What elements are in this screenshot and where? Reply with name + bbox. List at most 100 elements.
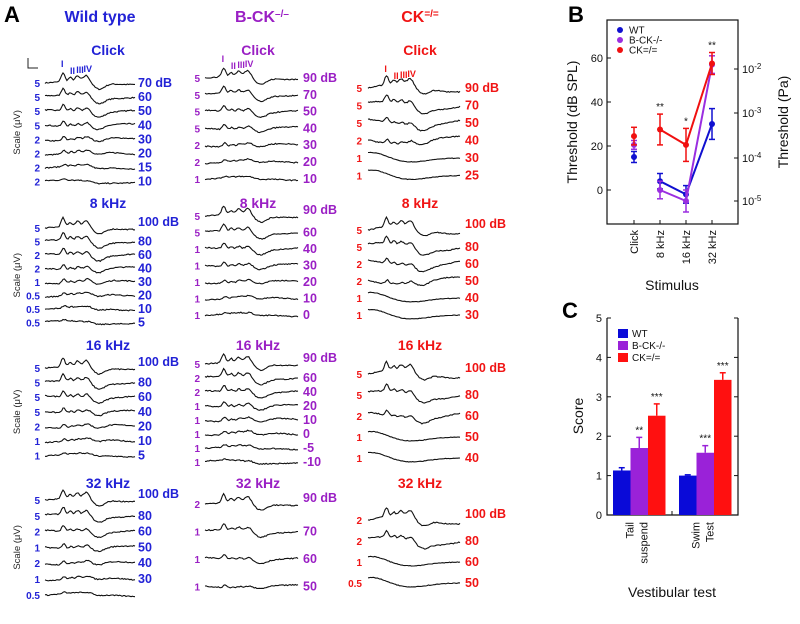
trace-scale: 2 — [356, 137, 362, 148]
abr-trace — [204, 223, 299, 240]
trace-level: 80 — [465, 534, 479, 548]
column-header: B-CK–/– — [235, 9, 289, 27]
stimulus-title: 32 kHz — [86, 475, 130, 491]
plot-frame — [606, 19, 739, 225]
trace-scale: 5 — [34, 224, 40, 235]
trace-level: 80 — [138, 509, 152, 523]
bar — [679, 475, 697, 515]
column-header: Wild type — [65, 9, 136, 26]
peak-label: IV — [84, 64, 93, 74]
trace-scale: 5 — [194, 108, 200, 119]
x-category-label: Test — [704, 522, 716, 542]
trace-level: 30 — [138, 132, 152, 146]
panel-label-c: C — [562, 298, 578, 323]
trace-level: 100 dB — [138, 355, 179, 369]
trace-level: 40 — [465, 134, 479, 148]
trace-scale: 1 — [194, 295, 200, 306]
scale-bar-icon — [27, 58, 38, 69]
abr-trace — [44, 591, 136, 598]
significance-marker: *** — [699, 434, 711, 445]
trace-level: 40 — [303, 242, 317, 256]
scale-axis-label: Scale (μV) — [12, 110, 23, 155]
trace-level: 30 — [465, 308, 479, 322]
trace-level: 10 — [303, 172, 317, 186]
abr-trace — [44, 247, 136, 263]
abr-trace — [204, 67, 299, 85]
trace-scale: 1 — [194, 278, 200, 289]
trace-level: 50 — [303, 105, 317, 119]
trace-scale: 1 — [34, 452, 40, 463]
trace-level: 90 dB — [303, 351, 337, 365]
trace-scale: 1 — [194, 245, 200, 256]
data-point — [631, 133, 637, 140]
trace-level: 5 — [138, 449, 145, 463]
abr-trace — [367, 430, 461, 442]
abr-trace — [367, 383, 461, 404]
trace-scale: 5 — [34, 79, 40, 90]
trace-scale: 5 — [34, 93, 40, 104]
trace-level: 15 — [138, 161, 152, 175]
abr-trace — [367, 116, 461, 132]
peak-label: III — [76, 65, 84, 75]
trace-level: 20 — [303, 275, 317, 289]
abr-trace — [367, 529, 461, 550]
abr-trace — [368, 451, 461, 463]
bar — [696, 452, 714, 515]
peak-label: IV — [245, 59, 254, 69]
trace-scale: 2 — [356, 277, 362, 288]
legend-label: WT — [629, 26, 645, 37]
abr-trace — [44, 437, 136, 444]
trace-level: -5 — [303, 441, 314, 455]
abr-trace — [367, 215, 461, 237]
y-tick-label: 60 — [591, 53, 603, 65]
scale-axis-label: Scale (μV) — [12, 525, 23, 570]
trace-scale: 5 — [34, 364, 40, 375]
stimulus-title: 16 kHz — [398, 337, 442, 353]
abr-trace — [44, 87, 136, 105]
trace-scale: 1 — [356, 454, 362, 465]
abr-trace — [44, 407, 136, 417]
abr-trace — [44, 372, 136, 390]
abr-trace — [44, 357, 136, 375]
trace-level: 60 — [138, 390, 152, 404]
abr-trace — [204, 492, 299, 511]
abr-trace — [44, 506, 135, 523]
peak-label: I — [384, 64, 387, 74]
trace-level: 40 — [303, 385, 317, 399]
trace-level: 30 — [303, 259, 317, 273]
column-header: CK=/= — [401, 9, 439, 27]
trace-level: 100 dB — [465, 507, 506, 521]
trace-level: 70 — [303, 525, 317, 539]
trace-level: 40 — [138, 118, 152, 132]
abr-trace — [204, 583, 299, 589]
trace-scale: 1 — [356, 311, 362, 322]
y-tick-label: 2 — [596, 431, 602, 443]
trace-level: 60 — [303, 552, 317, 566]
significance-marker: * — [684, 116, 688, 127]
tick-exponent: -2 — [754, 62, 762, 71]
abr-trace — [204, 105, 299, 118]
abr-trace — [204, 401, 299, 411]
y-right-tick-label: 10-3 — [742, 106, 762, 121]
abr-trace — [44, 525, 136, 539]
trace-level: 90 dB — [303, 491, 337, 505]
y-tick-label: 5 — [596, 313, 602, 325]
abr-trace — [44, 489, 136, 507]
trace-level: 30 — [138, 572, 152, 586]
x-category-label: Tail — [624, 522, 636, 539]
abr-trace — [368, 135, 461, 146]
abr-trace — [204, 429, 299, 437]
trace-level: 50 — [465, 274, 479, 288]
peak-label: III — [400, 70, 408, 80]
abr-trace — [204, 311, 299, 318]
trace-scale: 5 — [194, 229, 200, 240]
trace-level: 50 — [465, 430, 479, 444]
trace-level: 60 — [138, 90, 152, 104]
panel-label-a: A — [4, 2, 20, 27]
legend-label: B-CK-/- — [629, 36, 662, 47]
x-axis-label: Stimulus — [645, 277, 699, 293]
y-right-tick-label: 10-5 — [742, 194, 762, 209]
y-tick-label: 3 — [596, 392, 602, 404]
